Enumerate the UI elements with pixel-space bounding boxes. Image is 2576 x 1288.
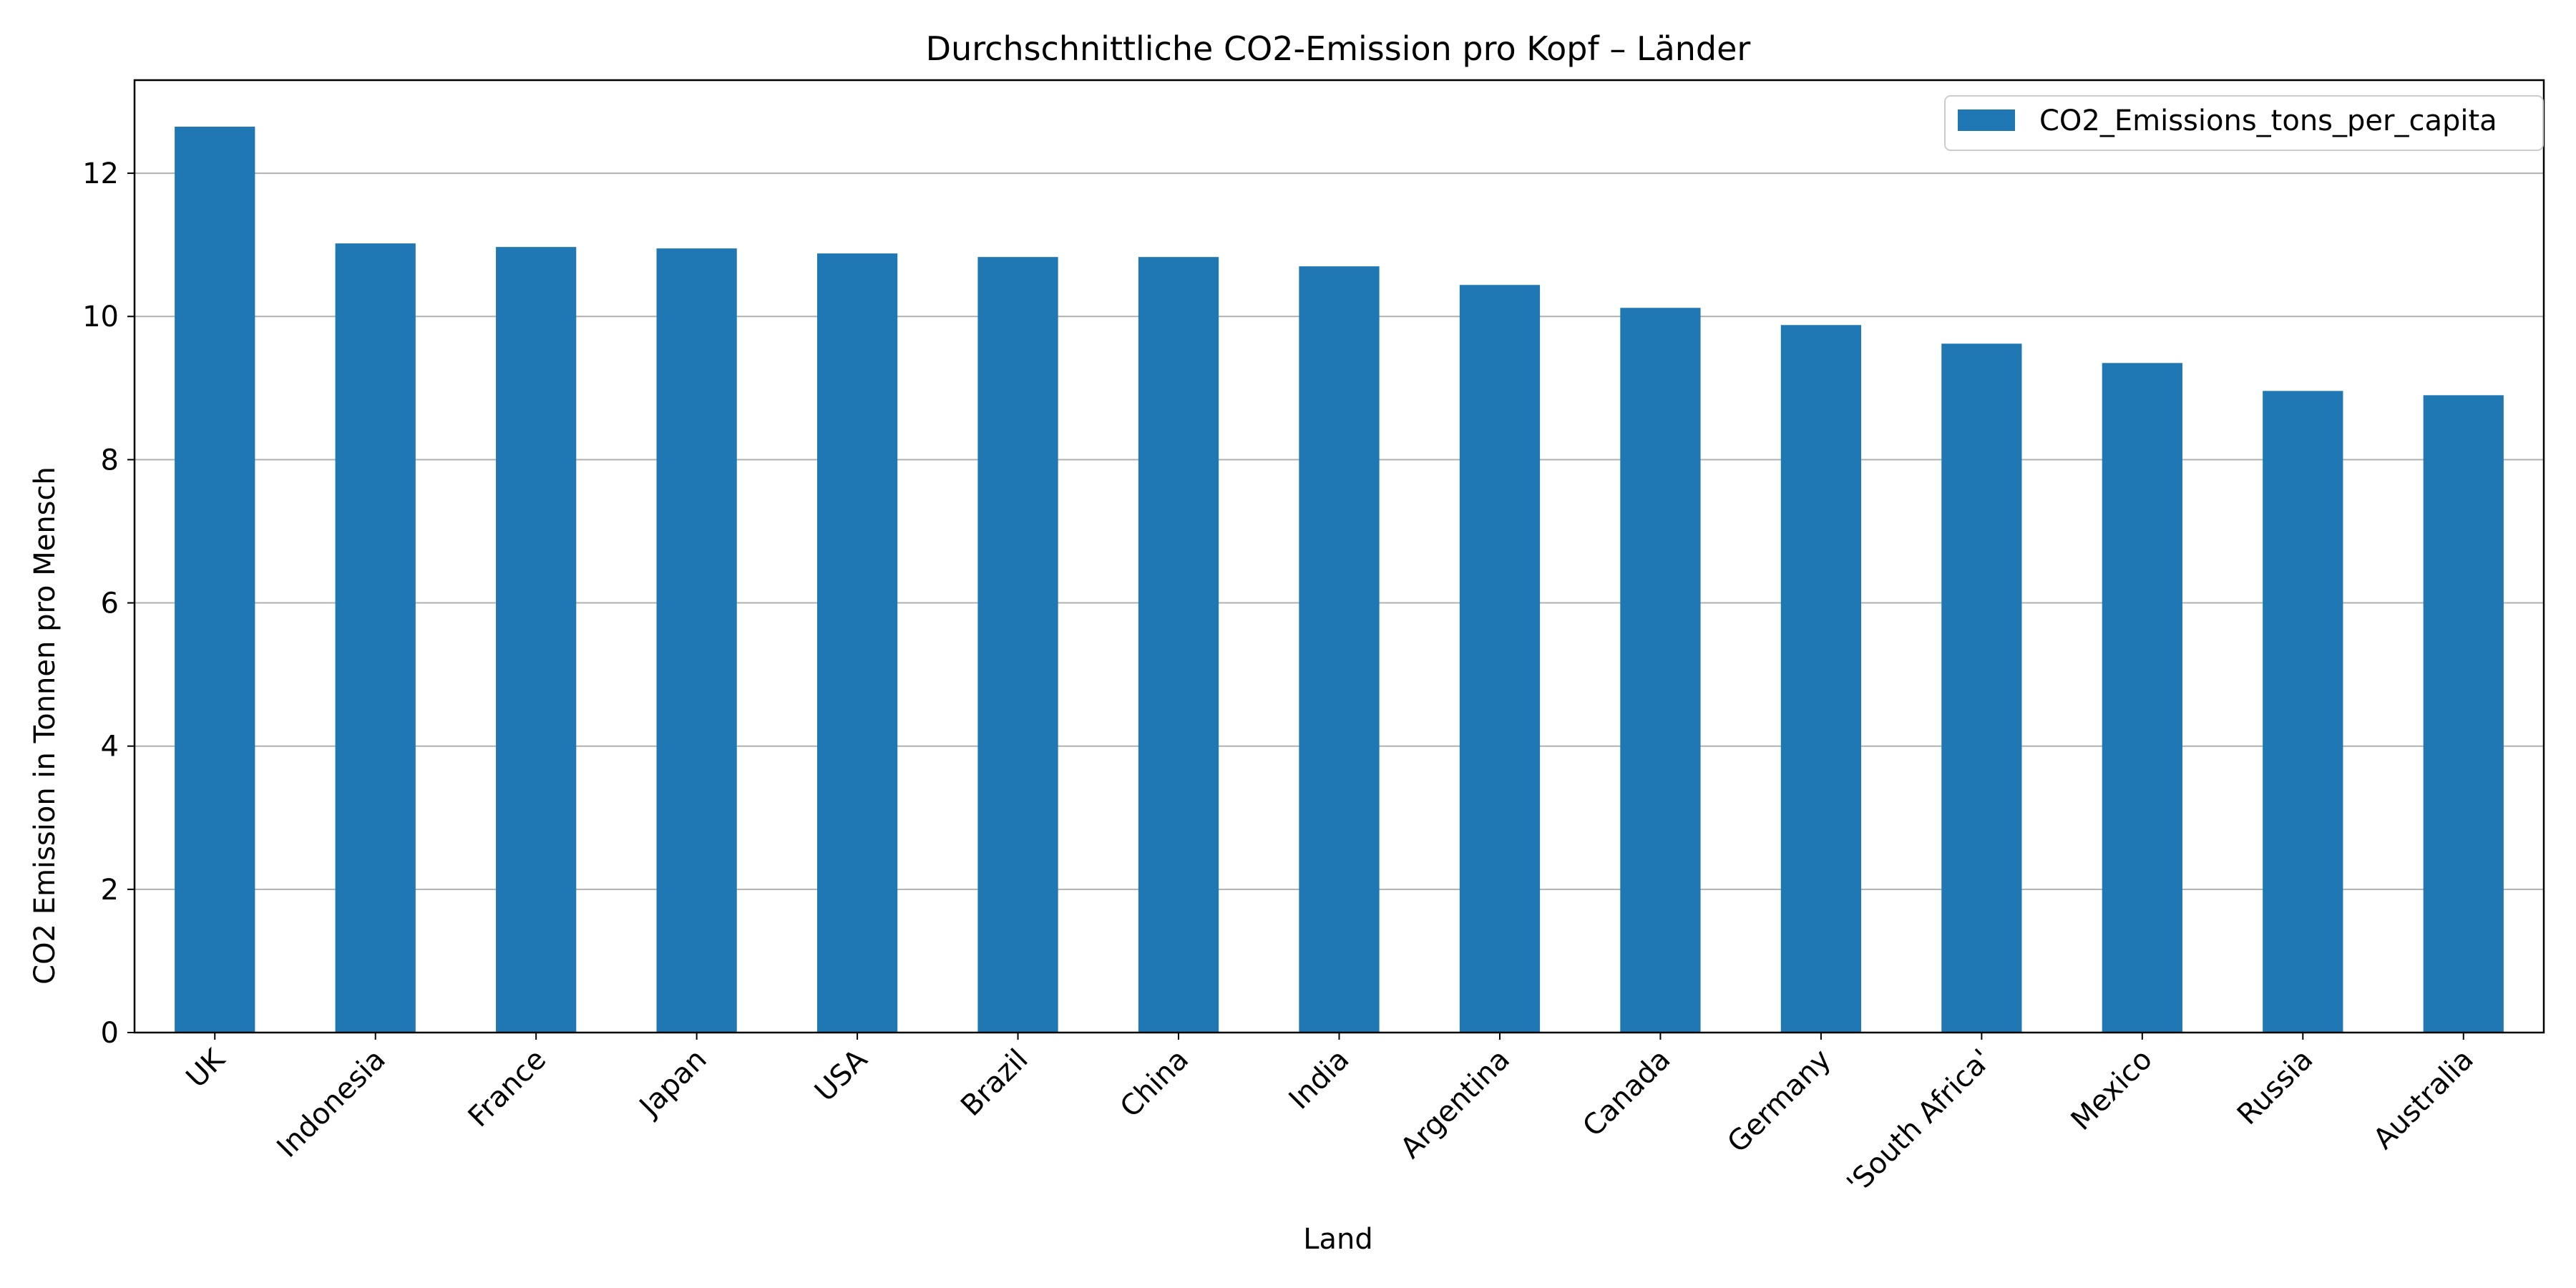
legend: CO2_Emissions_tons_per_capita — [1944, 95, 2544, 151]
legend-entry: CO2_Emissions_tons_per_capita — [2039, 104, 2497, 137]
chart-title: Durchschnittliche CO2-Emission pro Kopf … — [926, 29, 1751, 68]
bar — [335, 243, 416, 1033]
bars — [175, 127, 2504, 1033]
y-tick-label: 6 — [101, 587, 119, 620]
bar — [977, 257, 1058, 1033]
bar — [1780, 325, 1862, 1033]
bar — [175, 127, 255, 1033]
bar — [1941, 343, 2022, 1033]
x-axis-label: Land — [1303, 1223, 1373, 1256]
bar — [2423, 395, 2504, 1033]
y-tick-label: 4 — [101, 731, 119, 763]
y-tick-label: 8 — [101, 444, 119, 477]
legend-box — [1944, 95, 2544, 151]
legend-swatch — [1958, 109, 2015, 131]
bar — [496, 247, 577, 1033]
y-tick-label: 2 — [101, 874, 119, 907]
bar — [656, 248, 737, 1033]
bar — [1459, 285, 1541, 1033]
bar — [1138, 257, 1219, 1033]
bar — [1620, 308, 1701, 1033]
y-tick-label: 0 — [101, 1017, 119, 1050]
y-ticks: 0 2 4 6 8 10 12 — [82, 157, 135, 1050]
bar — [1299, 266, 1380, 1033]
y-tick-label: 12 — [82, 157, 119, 190]
y-tick-label: 10 — [82, 301, 119, 333]
bar — [2102, 363, 2182, 1033]
bar — [816, 253, 898, 1033]
y-axis-label: CO2 Emission in Tonnen pro Mensch — [29, 467, 62, 985]
bar — [2263, 391, 2343, 1033]
